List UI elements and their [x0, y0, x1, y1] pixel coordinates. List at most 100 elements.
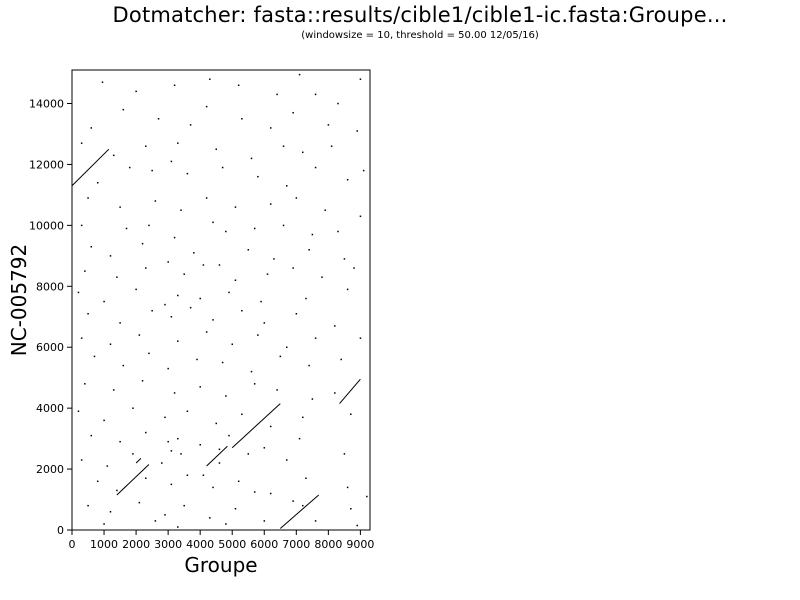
- match-point: [285, 185, 288, 187]
- match-point: [122, 364, 125, 367]
- match-point: [292, 267, 294, 269]
- match-point: [282, 224, 285, 227]
- match-point: [183, 504, 185, 507]
- match-point: [285, 459, 288, 461]
- match-point: [324, 209, 326, 211]
- match-point: [196, 358, 198, 361]
- match-point: [144, 477, 147, 480]
- match-point: [247, 453, 250, 455]
- match-segment: [71, 148, 110, 187]
- match-point: [135, 288, 137, 291]
- match-point: [295, 313, 298, 315]
- match-point: [314, 166, 317, 169]
- match-point: [119, 206, 121, 208]
- match-point: [205, 105, 208, 108]
- match-point: [116, 276, 118, 278]
- match-point: [343, 453, 346, 455]
- y-tick-label: 4000: [36, 402, 64, 415]
- match-point: [343, 258, 346, 260]
- x-tick-label: 1000: [90, 538, 118, 551]
- match-point: [80, 142, 83, 144]
- match-point: [112, 389, 115, 391]
- match-point: [346, 178, 349, 181]
- match-point: [138, 334, 141, 336]
- match-point: [257, 334, 259, 336]
- match-point: [314, 337, 317, 339]
- match-point: [177, 437, 179, 440]
- x-tick-label: 8000: [314, 538, 342, 551]
- match-point: [164, 303, 166, 306]
- match-point: [302, 416, 304, 419]
- match-point: [173, 84, 176, 87]
- match-point: [253, 383, 256, 385]
- match-point: [350, 507, 352, 510]
- match-point: [302, 151, 304, 154]
- match-point: [173, 392, 176, 394]
- match-point: [356, 524, 358, 527]
- match-point: [260, 300, 262, 303]
- x-tick-label: 5000: [218, 538, 246, 551]
- match-point: [193, 252, 195, 254]
- x-tick-label: 7000: [282, 538, 310, 551]
- match-point: [218, 448, 221, 451]
- match-point: [167, 261, 169, 263]
- match-point: [346, 486, 349, 489]
- y-tick-label: 10000: [29, 219, 64, 232]
- match-point: [295, 197, 298, 199]
- match-point: [359, 337, 362, 339]
- match-point: [170, 316, 173, 318]
- match-point: [132, 407, 134, 409]
- chart-subtitle: (windowsize = 10, threshold = 50.00 12/0…: [301, 30, 539, 41]
- y-tick-label: 8000: [36, 280, 64, 293]
- match-point: [212, 319, 214, 321]
- match-point: [173, 236, 176, 239]
- match-point: [189, 306, 192, 309]
- match-point: [170, 483, 173, 486]
- match-point: [90, 245, 93, 248]
- match-point: [151, 169, 153, 172]
- match-point: [225, 230, 227, 233]
- match-point: [221, 166, 224, 169]
- match-point: [183, 273, 185, 275]
- match-point: [103, 523, 105, 525]
- match-point: [285, 346, 288, 349]
- match-point: [109, 255, 112, 257]
- match-point: [202, 264, 205, 266]
- match-point: [269, 492, 272, 495]
- match-point: [128, 166, 131, 169]
- match-point: [122, 108, 125, 111]
- match-point: [321, 276, 323, 278]
- match-point: [218, 264, 221, 266]
- x-tick-label: 9000: [346, 538, 374, 551]
- match-point: [180, 453, 182, 455]
- match-point: [276, 93, 278, 96]
- match-point: [221, 361, 224, 364]
- match-point: [266, 273, 269, 275]
- match-point: [234, 507, 237, 510]
- x-axis-label: Groupe: [184, 553, 257, 577]
- x-tick-label: 0: [69, 538, 76, 551]
- y-tick-label: 12000: [29, 158, 64, 171]
- match-point: [337, 230, 339, 233]
- match-point: [164, 416, 166, 419]
- match-point: [177, 340, 179, 342]
- match-point: [215, 422, 217, 425]
- match-point: [109, 511, 112, 513]
- match-point: [305, 297, 307, 300]
- match-point: [353, 267, 355, 269]
- match-point: [96, 182, 99, 184]
- match-point: [225, 523, 227, 525]
- match-point: [237, 480, 240, 483]
- match-point: [93, 355, 96, 358]
- match-point: [167, 367, 169, 370]
- match-point: [84, 383, 86, 385]
- match-point: [253, 227, 256, 230]
- y-tick-label: 6000: [36, 341, 64, 354]
- match-point: [350, 413, 352, 416]
- match-point: [302, 504, 304, 507]
- match-point: [314, 520, 317, 522]
- match-point: [177, 526, 179, 528]
- match-point: [311, 398, 314, 400]
- match-point: [337, 102, 339, 105]
- match-point: [144, 267, 147, 269]
